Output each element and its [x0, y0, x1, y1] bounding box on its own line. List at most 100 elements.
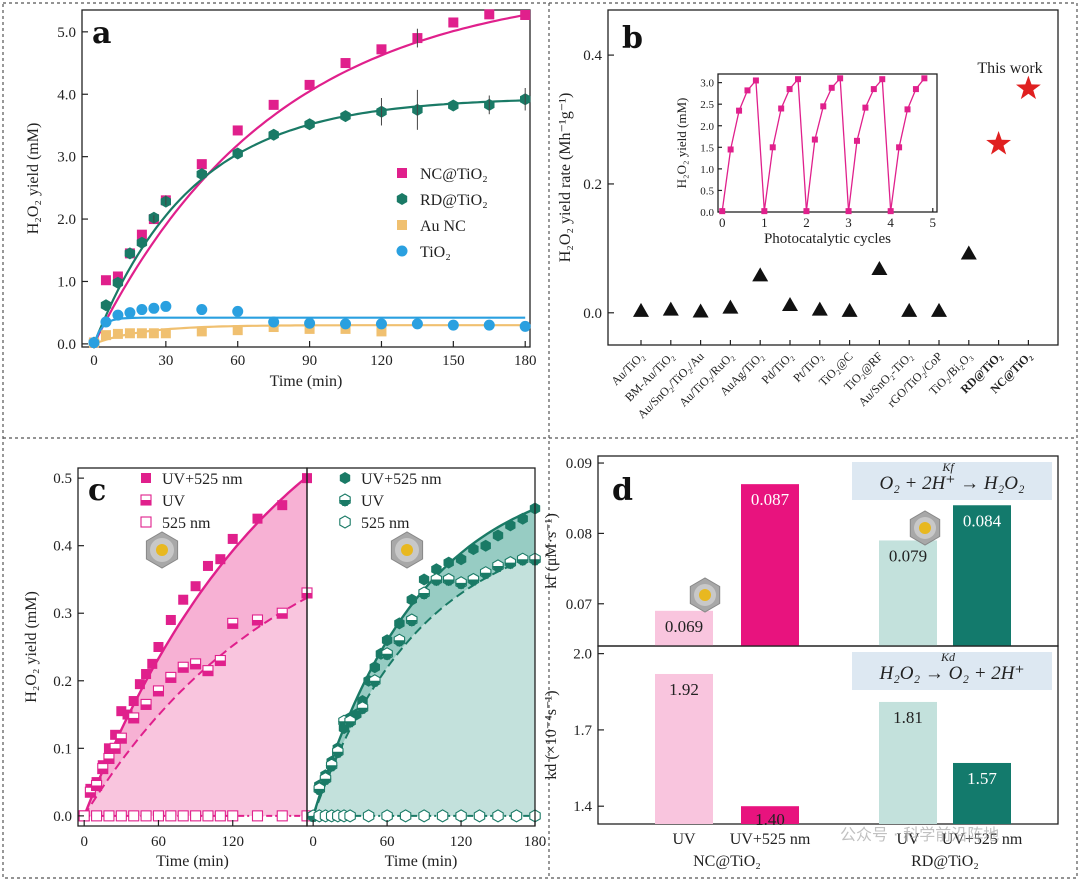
panel-b-ytick-label: 0.2 — [583, 177, 602, 193]
panel-a-legend-label: Au NC — [420, 218, 466, 235]
panel-c-data-point — [103, 810, 115, 822]
panel-a-data-point — [196, 326, 207, 337]
panel-a-data-point — [148, 302, 160, 314]
panel-a-legend-label: TiO₂ — [420, 244, 451, 261]
inset-reset-line — [881, 79, 892, 212]
panel-c-data-point — [103, 743, 114, 754]
panel-c-data-point-fill — [202, 670, 213, 676]
panel-a-data-point — [196, 304, 208, 316]
panel-a-xtick-label: 30 — [158, 353, 173, 369]
panel-c-data-point — [276, 607, 288, 619]
panel-d-category-label: UV — [672, 831, 696, 848]
inset-data-point — [778, 105, 785, 112]
panel-b-ylabel: H₂O₂ yield rate (Mh⁻¹g⁻¹) — [557, 93, 574, 263]
panel-c-data-point — [110, 729, 121, 740]
panel-c-xlabel: Time (min) — [156, 853, 229, 870]
panel-c-data-point — [430, 572, 443, 587]
panel-a-ylabel: H₂O₂ yield (mM) — [25, 123, 42, 235]
panel-c-data-point — [393, 633, 406, 647]
panel-c-data-point — [516, 552, 529, 566]
panel-a-label: a — [92, 16, 111, 51]
panel-c-data-point — [504, 555, 517, 570]
panel-b-triangle-marker — [871, 260, 888, 275]
panel-a-data-point — [112, 271, 123, 282]
panel-c-difference-fill — [84, 476, 308, 816]
inset-data-point — [744, 87, 751, 94]
panel-c-data-point — [418, 573, 430, 586]
panel-a-data-point — [304, 118, 315, 131]
panel-b-annotation: This work — [977, 60, 1042, 77]
panel-b-category-label: Pd/TiO₂ — [759, 349, 797, 387]
inset-ytick-label: 0.0 — [700, 207, 714, 219]
panel-c-data-point — [492, 559, 505, 573]
panel-c-data-point — [91, 779, 103, 792]
panel-c-data-point — [405, 613, 418, 627]
panel-c-data-point — [165, 614, 176, 625]
panel-c-data-point — [276, 810, 288, 822]
panel-a-legend-marker — [397, 168, 407, 178]
panel-c-data-point-fill — [103, 758, 114, 764]
panel-c-data-point — [277, 500, 288, 511]
panel-b-triangle-marker — [960, 245, 977, 260]
inset-xtick-label: 4 — [887, 215, 894, 230]
panel-c-data-point-fill — [128, 717, 139, 723]
panel-d-bar — [879, 540, 937, 646]
inset-ytick-label: 1.5 — [700, 142, 714, 154]
panel-c-data-point-fill — [516, 559, 529, 566]
panel-a-data-point — [304, 317, 316, 329]
panel-c-data-point-fill — [455, 582, 468, 589]
panel-c-xtick-label: 120 — [450, 834, 473, 850]
panel-a-ytick-label: 2.0 — [57, 212, 76, 228]
panel-c-data-point — [368, 674, 381, 688]
panel-a-data-point — [100, 330, 111, 341]
panel-a-data-point — [340, 110, 351, 123]
panel-c-legend-marker — [339, 515, 351, 529]
panel-c-data-point — [436, 809, 449, 823]
panel-c-data-point — [319, 772, 332, 786]
panel-a-data-point — [232, 125, 243, 136]
panel-c-data-point — [115, 810, 127, 822]
inset-data-point — [828, 84, 835, 91]
panel-c-data-point-fill — [178, 667, 189, 673]
panel-c-data-point — [505, 519, 516, 532]
panel-c-data-point — [227, 810, 239, 822]
panel-a-data-point — [136, 236, 148, 249]
panel-a-xtick-label: 60 — [230, 353, 245, 369]
panel-d-bar-value-label: 0.084 — [963, 511, 1002, 530]
panel-c-legend-marker — [140, 516, 152, 528]
panel-c-data-point-fill — [313, 788, 326, 795]
nanoparticle-core-icon — [699, 589, 711, 601]
panel-d-label: d — [612, 473, 633, 508]
panel-c-data-point — [152, 685, 165, 697]
panel-c-data-point — [141, 669, 152, 680]
panel-c-legend-marker — [141, 473, 151, 483]
panel-a-data-point — [112, 309, 124, 321]
panel-d-category-label: UV+525 nm — [730, 831, 811, 848]
panel-a-data-point — [340, 58, 351, 69]
inset-data-point — [761, 208, 768, 215]
panel-c-data-point — [109, 742, 121, 754]
panel-c-legend-label: 525 nm — [361, 515, 410, 532]
panel-d-group-label: RD@TiO₂ — [911, 853, 979, 870]
inset-axes — [717, 73, 938, 213]
panel-a-legend-marker — [396, 193, 408, 205]
panel-d-bar-value-label: 0.069 — [665, 617, 703, 636]
panel-a-data-point — [100, 316, 112, 328]
panel-c-xtick-label: 180 — [524, 834, 547, 850]
panel-c-data-point — [455, 553, 467, 566]
panel-c-data-point — [252, 513, 263, 524]
panel-c-difference-fill — [313, 508, 535, 816]
panel-c-data-point — [122, 709, 133, 720]
panel-d-bar — [879, 701, 937, 824]
panel-d-axes — [597, 645, 1059, 825]
panel-c-data-point — [418, 809, 430, 823]
panel-c-ytick-label: 0.1 — [53, 741, 72, 757]
inset-xlabel: Photocatalytic cycles — [764, 231, 891, 247]
panel-c-legend-label: UV+525 nm — [361, 471, 442, 488]
panel-c-data-point-fill — [418, 592, 431, 599]
panel-a-data-point — [100, 299, 112, 312]
panel-d-bar — [655, 673, 713, 824]
panel-d-bar-value-label: 0.079 — [889, 546, 927, 565]
inset-xtick-label: 5 — [930, 215, 937, 230]
